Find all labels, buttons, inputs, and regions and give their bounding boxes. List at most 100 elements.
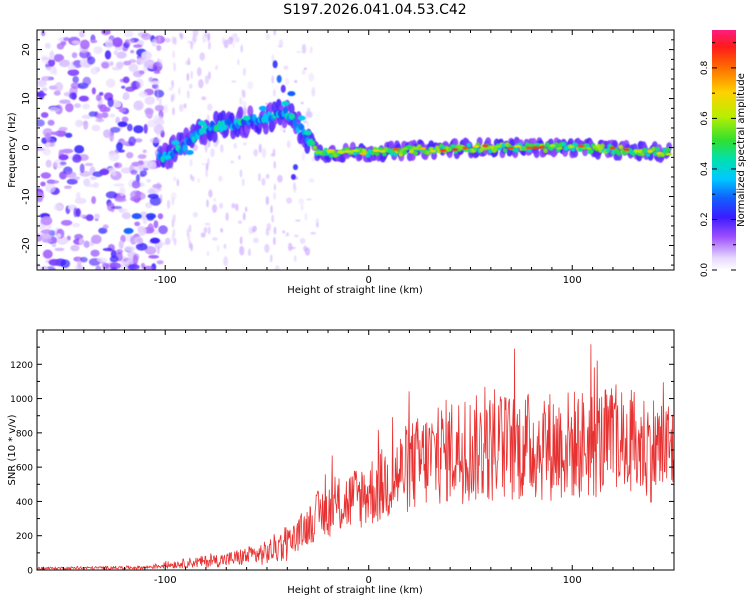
heatmap-cell bbox=[381, 151, 387, 157]
heatmap-cell bbox=[276, 74, 282, 83]
heatmap-cell bbox=[156, 130, 160, 139]
heatmap-cell bbox=[126, 123, 133, 132]
heatmap-cell bbox=[462, 146, 469, 150]
heatmap-cell bbox=[54, 247, 65, 252]
heatmap-cell bbox=[274, 265, 280, 270]
heatmap-cell bbox=[605, 148, 611, 153]
heatmap-cell bbox=[82, 76, 92, 86]
heatmap-cell bbox=[220, 228, 224, 233]
heatmap-cell bbox=[261, 148, 267, 158]
heatmap-cell bbox=[205, 169, 209, 178]
heatmap-cell bbox=[72, 155, 82, 163]
heatmap-cell bbox=[83, 240, 90, 249]
heatmap-cell bbox=[343, 150, 352, 153]
heatmap-cell bbox=[239, 236, 243, 245]
heatmap-cell bbox=[133, 236, 144, 245]
heatmap-cell bbox=[526, 146, 532, 150]
heatmap-cell bbox=[187, 90, 190, 99]
heatmap-cell bbox=[186, 73, 190, 82]
heatmap-cell bbox=[47, 119, 55, 126]
heatmap-cell bbox=[120, 167, 132, 174]
heatmap-cell bbox=[258, 173, 261, 182]
heatmap-cell bbox=[133, 44, 143, 48]
heatmap-cell bbox=[89, 176, 97, 181]
heatmap-cell bbox=[204, 222, 211, 226]
heatmap-cell bbox=[440, 144, 446, 150]
heatmap-y-axis-label: Frequency (Hz) bbox=[7, 112, 18, 188]
heatmap-cell bbox=[109, 255, 119, 263]
heatmap-cell bbox=[219, 202, 224, 209]
heatmap-cell bbox=[130, 49, 135, 54]
heatmap-cell bbox=[40, 265, 49, 270]
x-tick-label: -100 bbox=[154, 275, 177, 286]
heatmap-cell bbox=[306, 122, 310, 127]
heatmap-cell bbox=[242, 115, 251, 121]
heatmap-cell bbox=[156, 246, 160, 255]
heatmap-cell bbox=[70, 244, 80, 252]
heatmap-cell bbox=[142, 265, 155, 270]
heatmap-cell bbox=[40, 216, 53, 226]
heatmap-cell bbox=[74, 197, 87, 205]
heatmap-cell bbox=[88, 111, 98, 117]
heatmap-cell bbox=[148, 77, 154, 82]
heatmap-cell bbox=[286, 140, 291, 149]
heatmap-cell bbox=[104, 39, 114, 49]
heatmap-plot-area bbox=[37, 30, 673, 270]
heatmap-cell bbox=[300, 204, 304, 211]
heatmap-cell bbox=[131, 180, 141, 189]
heatmap-cell bbox=[301, 151, 306, 162]
heatmap-cell bbox=[292, 164, 298, 171]
heatmap-cell bbox=[218, 125, 227, 131]
heatmap-cell bbox=[531, 146, 540, 150]
heatmap-cell bbox=[283, 106, 288, 114]
heatmap-cell bbox=[41, 87, 48, 92]
y-tick-label: 0 bbox=[21, 144, 32, 150]
heatmap-cell bbox=[212, 237, 218, 241]
heatmap-cell bbox=[172, 50, 176, 59]
heatmap-cell bbox=[284, 77, 290, 86]
heatmap-cell bbox=[150, 80, 160, 85]
heatmap-cell bbox=[69, 92, 77, 100]
colorbar-tick-label: 0.6 bbox=[700, 111, 710, 126]
heatmap-cell bbox=[118, 208, 124, 213]
heatmap-cell bbox=[133, 125, 144, 134]
heatmap-cell bbox=[87, 56, 96, 65]
heatmap-cell bbox=[171, 197, 175, 206]
heatmap-cell bbox=[244, 206, 248, 213]
heatmap-cell bbox=[158, 98, 162, 107]
x-tick-label: 0 bbox=[366, 575, 372, 586]
heatmap-cell bbox=[303, 130, 312, 136]
heatmap-cell bbox=[273, 30, 277, 36]
heatmap-cell bbox=[238, 220, 243, 224]
heatmap-cell bbox=[312, 145, 318, 151]
heatmap-cell bbox=[141, 33, 152, 41]
heatmap-cell bbox=[173, 36, 177, 45]
heatmap-cell bbox=[135, 174, 140, 183]
heatmap-cell bbox=[143, 167, 149, 171]
heatmap-cell bbox=[114, 197, 127, 203]
heatmap-cell bbox=[141, 51, 152, 60]
heatmap-cell bbox=[595, 146, 604, 150]
heatmap-cell bbox=[124, 245, 136, 253]
heatmap-cell bbox=[176, 178, 180, 187]
heatmap-cell bbox=[556, 146, 564, 150]
heatmap-cell bbox=[159, 194, 163, 203]
y-tick-label: -20 bbox=[21, 237, 32, 253]
heatmap-cell bbox=[273, 88, 276, 97]
heatmap-cell bbox=[117, 121, 128, 128]
heatmap-cell bbox=[232, 41, 235, 49]
heatmap-cell bbox=[95, 118, 105, 123]
heatmap-cell bbox=[502, 148, 508, 153]
heatmap-cell bbox=[300, 101, 304, 105]
heatmap-cell bbox=[142, 218, 148, 225]
heatmap-cell bbox=[277, 45, 282, 48]
heatmap-cell bbox=[290, 173, 296, 180]
heatmap-cell bbox=[241, 89, 245, 98]
heatmap-cell bbox=[40, 112, 49, 118]
heatmap-cell bbox=[137, 160, 144, 166]
heatmap-cell bbox=[208, 41, 211, 50]
heatmap-cell bbox=[156, 44, 162, 51]
heatmap-cell bbox=[294, 234, 299, 238]
heatmap-cell bbox=[187, 233, 191, 242]
